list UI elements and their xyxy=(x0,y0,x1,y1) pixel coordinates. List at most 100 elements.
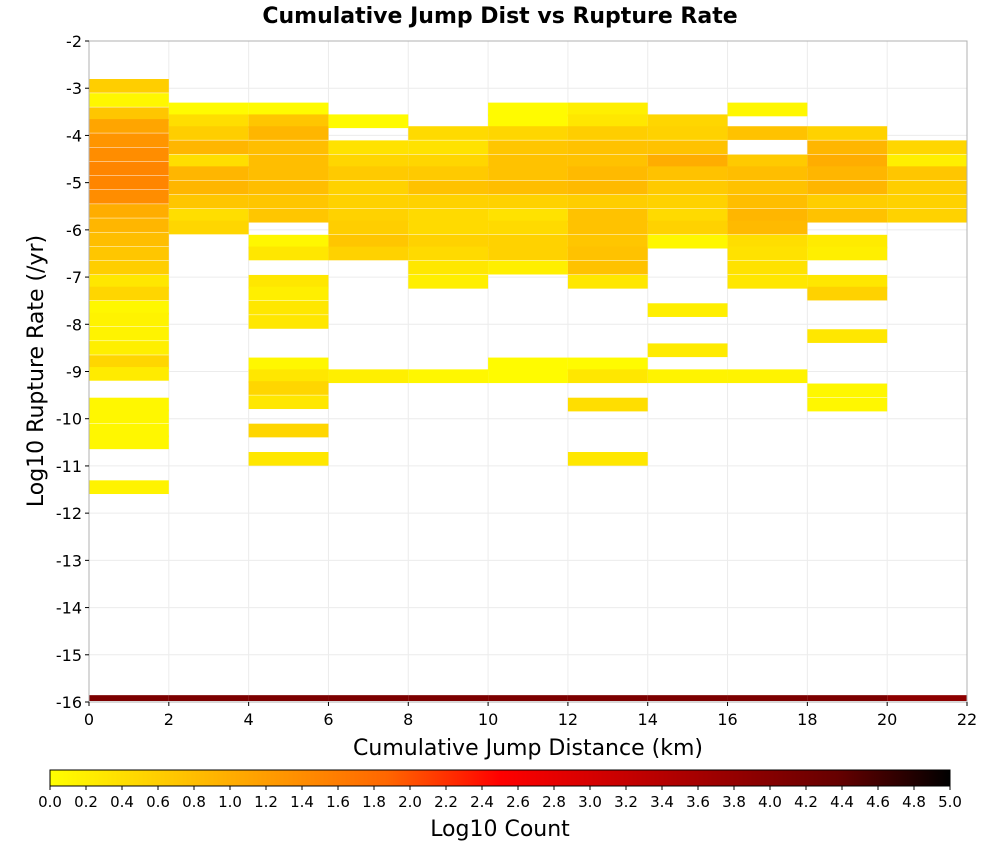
heatmap-cell xyxy=(807,154,888,169)
heatmap-cell xyxy=(89,232,169,247)
heatmap-cell xyxy=(168,208,249,223)
heatmap-cell xyxy=(248,381,329,395)
heatmap-cell xyxy=(168,126,249,140)
heatmap-cell xyxy=(727,102,808,117)
heatmap-cell xyxy=(727,180,808,195)
heatmap-cell xyxy=(408,154,489,169)
heatmap-cell xyxy=(89,367,169,381)
heatmap-cell xyxy=(488,208,568,223)
heatmap-cell xyxy=(647,220,728,235)
heatmap-cell xyxy=(89,147,169,162)
heatmap-cell xyxy=(408,166,489,181)
colorbar-tick-label: 2.6 xyxy=(506,793,530,811)
heatmap-cell xyxy=(807,286,888,301)
colorbar-tick-label: 1.8 xyxy=(362,793,386,811)
heatmap-cell xyxy=(807,140,888,155)
y-tick-label: -16 xyxy=(56,693,82,712)
heatmap-cell xyxy=(248,286,329,301)
heatmap-cell xyxy=(248,154,329,169)
heatmap-cell xyxy=(89,107,169,122)
heatmap-cell xyxy=(328,208,409,223)
heatmap-cell xyxy=(248,180,329,195)
heatmap-cell xyxy=(567,102,648,117)
heatmap-cell xyxy=(408,695,489,701)
heatmap-cell xyxy=(248,194,329,209)
heatmap-cell xyxy=(89,300,169,315)
heatmap-cell xyxy=(727,369,808,384)
heatmap-cell xyxy=(248,300,329,315)
heatmap-cell xyxy=(89,409,169,424)
heatmap-cell xyxy=(408,234,489,249)
y-tick-label: -15 xyxy=(56,646,82,665)
x-tick-label: 14 xyxy=(638,710,658,729)
heatmap-cell xyxy=(488,126,568,140)
heatmap-cell xyxy=(408,369,489,384)
heatmap-cell xyxy=(727,260,808,275)
heatmap-cell xyxy=(887,208,967,223)
heatmap-cell xyxy=(248,395,329,410)
heatmap-cell xyxy=(887,194,967,209)
y-tick-label: -12 xyxy=(56,504,82,523)
heatmap-cell xyxy=(248,357,329,372)
heatmap-cell xyxy=(807,695,888,701)
heatmap-cell xyxy=(168,194,249,209)
x-tick-label: 6 xyxy=(323,710,333,729)
heatmap-cells xyxy=(89,79,967,701)
colorbar-tick-label: 3.6 xyxy=(686,793,710,811)
heatmap-cell xyxy=(727,220,808,235)
heatmap-cell xyxy=(807,208,888,223)
heatmap-cell xyxy=(567,357,648,372)
y-tick-label: -6 xyxy=(66,221,82,240)
heatmap-cell xyxy=(168,154,249,169)
heatmap-cell xyxy=(647,154,728,169)
y-tick-label: -11 xyxy=(56,457,82,476)
heatmap-cell xyxy=(488,102,568,117)
heatmap-cell xyxy=(567,126,648,140)
heatmap-cell xyxy=(408,194,489,209)
heatmap-cell xyxy=(647,194,728,209)
heatmap-cell xyxy=(567,452,648,466)
heatmap-cell xyxy=(807,180,888,195)
y-tick-label: -10 xyxy=(56,410,82,429)
heatmap-cell xyxy=(567,140,648,155)
heatmap-cell xyxy=(727,166,808,181)
x-tick-label: 12 xyxy=(558,710,578,729)
heatmap-cell xyxy=(408,208,489,223)
heatmap-cell xyxy=(647,208,728,223)
colorbar-tick-label: 1.4 xyxy=(290,793,314,811)
heatmap-cell xyxy=(567,274,648,289)
heatmap-cell xyxy=(248,452,329,466)
heatmap-cell xyxy=(89,93,169,107)
heatmap-cell xyxy=(89,175,169,190)
heatmap-cell xyxy=(567,154,648,169)
colorbar-tick-label: 1.6 xyxy=(326,793,350,811)
heatmap-cell xyxy=(887,695,967,701)
heatmap-cell xyxy=(168,220,249,235)
heatmap-cell xyxy=(89,341,169,355)
heatmap-cell xyxy=(328,220,409,235)
heatmap-cell xyxy=(488,140,568,155)
heatmap-cell xyxy=(328,246,409,261)
y-tick-label: -8 xyxy=(66,315,82,334)
colorbar xyxy=(49,769,951,787)
heatmap-cell xyxy=(567,220,648,235)
colorbar-tick-label: 0.4 xyxy=(110,793,134,811)
heatmap-cell xyxy=(328,140,409,155)
x-tick-label: 10 xyxy=(478,710,498,729)
colorbar-tick-label: 2.2 xyxy=(434,793,458,811)
x-tick-label: 4 xyxy=(244,710,254,729)
colorbar-tick-label: 2.0 xyxy=(398,793,422,811)
heatmap-cell xyxy=(727,274,808,289)
y-tick-label: -7 xyxy=(66,268,82,287)
heatmap-cell xyxy=(89,246,169,261)
heatmap-cell xyxy=(89,79,169,93)
heatmap-cell xyxy=(89,312,169,327)
heatmap-cell xyxy=(727,154,808,169)
heatmap-cell xyxy=(408,246,489,261)
heatmap-cell xyxy=(727,246,808,261)
heatmap-cell xyxy=(248,166,329,181)
heatmap-cell xyxy=(887,180,967,195)
x-tick-label: 2 xyxy=(164,710,174,729)
colorbar-tick-label: 1.2 xyxy=(254,793,278,811)
heatmap-cell xyxy=(727,126,808,140)
